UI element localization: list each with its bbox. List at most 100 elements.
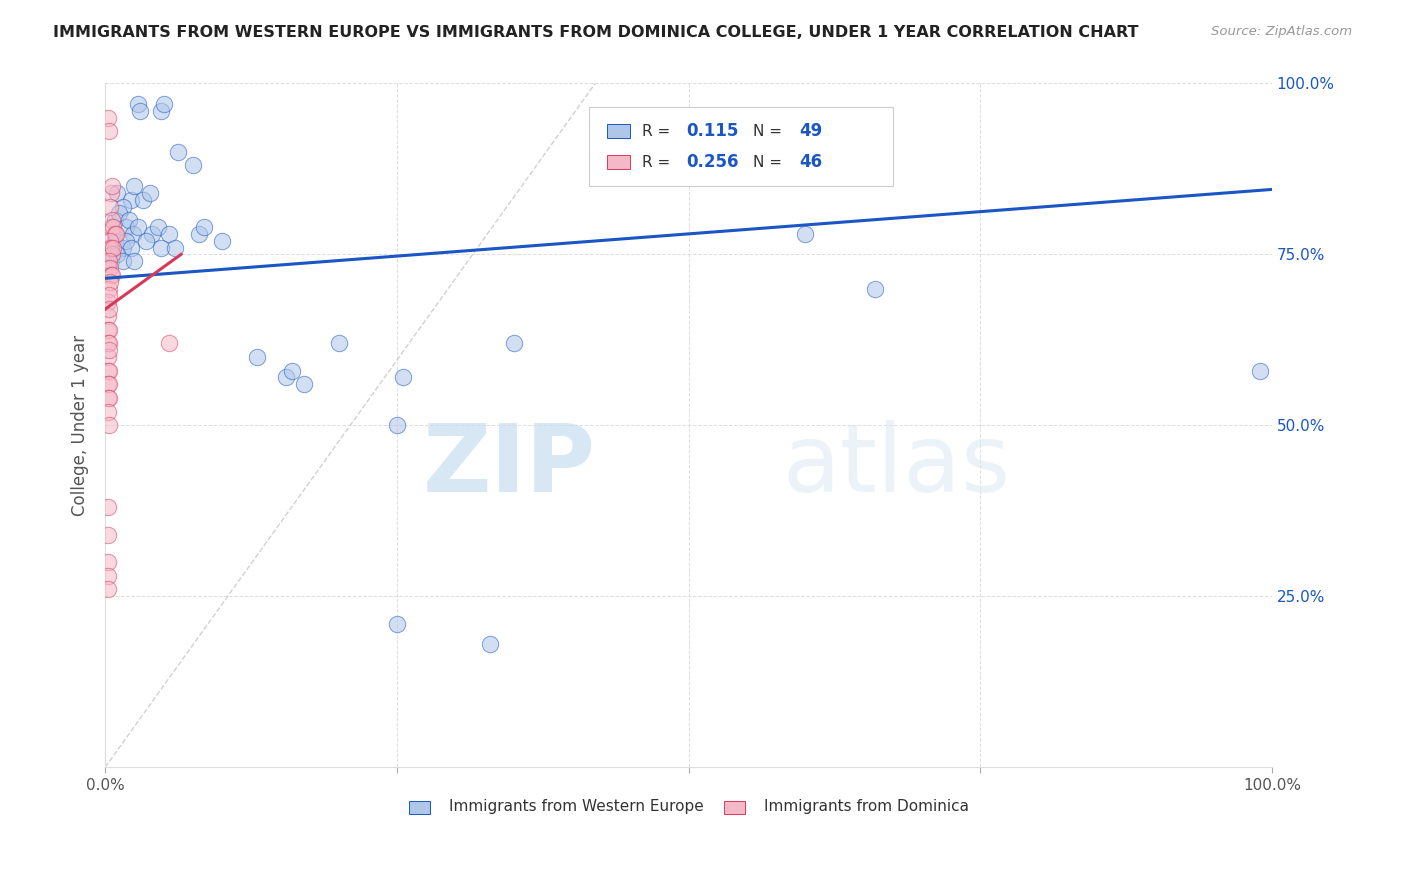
Point [150,241,173,255]
Point [100,220,122,235]
Point [97,302,120,317]
Point [111,254,134,268]
Point [187,227,209,241]
Point [98,275,121,289]
Point [96,350,118,364]
Point [103,213,125,227]
Point [96,377,118,392]
Point [115,220,138,235]
Point [101,213,124,227]
Point [124,179,146,194]
FancyBboxPatch shape [607,155,630,169]
Point [103,241,125,255]
Point [292,377,315,392]
Text: N =: N = [752,124,786,139]
Point [103,227,125,241]
Y-axis label: College, Under 1 year: College, Under 1 year [72,334,89,516]
Point [502,336,524,351]
Point [281,364,304,378]
Point [96,295,118,310]
Point [166,145,188,159]
Point [111,241,134,255]
Point [96,568,118,582]
Point [104,227,127,241]
Text: 0.256: 0.256 [686,153,738,171]
Point [129,103,152,118]
FancyBboxPatch shape [409,801,430,814]
Point [479,637,502,651]
Point [193,220,215,235]
Point [101,247,124,261]
Point [120,193,142,207]
Point [150,103,173,118]
Point [157,227,180,241]
Point [100,241,122,255]
Text: Immigrants from Western Europe: Immigrants from Western Europe [450,799,704,814]
Text: Immigrants from Dominica: Immigrants from Dominica [765,799,969,814]
Point [96,309,118,323]
Point [97,254,120,268]
FancyBboxPatch shape [607,125,630,138]
Point [101,268,124,282]
Point [120,241,142,255]
Point [96,404,118,418]
Point [97,343,120,358]
Point [96,582,118,597]
Point [141,227,163,241]
Text: 0.115: 0.115 [686,122,738,140]
Point [97,282,120,296]
Point [108,206,131,220]
Point [117,213,139,227]
Point [274,370,297,384]
Point [152,97,174,112]
Point [111,200,134,214]
Text: 49: 49 [800,122,823,140]
Point [105,247,128,261]
Text: ZIP: ZIP [422,420,595,512]
Text: Source: ZipAtlas.com: Source: ZipAtlas.com [1212,25,1353,38]
Point [96,336,118,351]
Text: atlas: atlas [782,420,1010,512]
Point [157,336,180,351]
Point [98,261,121,276]
Point [124,254,146,268]
Point [105,186,128,200]
Text: R =: R = [643,154,675,169]
Point [98,200,121,214]
Point [97,323,120,337]
Point [96,323,118,337]
Point [97,418,120,433]
Point [96,364,118,378]
Point [97,377,120,392]
Point [115,234,138,248]
Point [97,391,120,405]
Point [122,227,145,241]
Point [103,234,125,248]
Point [211,234,233,248]
Point [97,364,120,378]
Text: R =: R = [643,124,675,139]
Point [127,97,149,112]
Point [96,555,118,569]
Point [863,282,886,296]
Point [135,234,157,248]
Point [103,220,125,235]
Point [385,418,408,433]
Point [97,241,120,255]
Point [97,124,120,138]
Text: N =: N = [752,154,786,169]
FancyBboxPatch shape [724,801,745,814]
Point [127,220,149,235]
Point [100,241,122,255]
FancyBboxPatch shape [589,107,893,186]
Point [181,159,204,173]
Point [794,227,817,241]
Point [100,254,122,268]
Point [96,527,118,541]
Point [246,350,269,364]
Point [328,336,350,351]
Point [165,241,187,255]
Point [96,111,118,125]
Point [100,268,122,282]
Point [96,261,118,276]
